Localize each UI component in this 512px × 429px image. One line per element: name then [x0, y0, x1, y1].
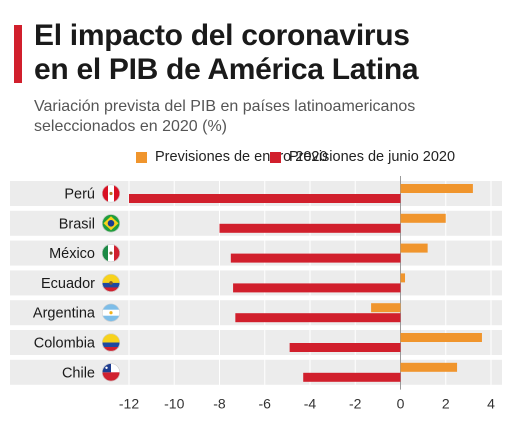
x-tick-label: 4 [487, 396, 495, 411]
x-tick-label: -6 [259, 396, 272, 411]
bar-january [400, 213, 446, 223]
bar-january [400, 362, 458, 372]
x-tick-label: -4 [304, 396, 317, 411]
bar-january [400, 184, 473, 193]
flag-brazil-icon-ring [102, 214, 121, 233]
flag-chile-icon-ring [102, 363, 121, 382]
flag-argentina-icon-ring [102, 303, 121, 322]
x-tick-label: 2 [442, 396, 450, 411]
bar-june [235, 313, 401, 323]
legend-label-june: Previsiones de junio 2020 [289, 149, 456, 165]
chart-title-line-2: en el PIB de América Latina [34, 53, 419, 86]
category-label: Ecuador [41, 276, 95, 292]
flag-ecuador-icon [102, 273, 120, 292]
legend-label-january: Previsiones de enero 2020 [155, 149, 328, 165]
x-tick-label: -8 [213, 396, 226, 411]
flag-mexico-icon-ring [102, 244, 121, 263]
bar-january [400, 273, 406, 283]
category-label: Chile [62, 365, 95, 381]
bar-january [400, 243, 428, 253]
bar-june [303, 372, 401, 382]
title-accent-bar [14, 25, 22, 83]
flag-argentina-icon [102, 303, 120, 322]
chart-plot: Perú Brasil México Ecuador Argentina Colombia… [10, 176, 502, 411]
x-tick-label: -2 [349, 396, 362, 411]
chart-title-line-1: El impacto del coronavirus [34, 19, 410, 52]
legend-swatch-january [136, 152, 147, 163]
bar-june [219, 223, 401, 233]
chart-subtitle-line-1: Variación prevista del PIB en países lat… [34, 98, 416, 115]
flag-mexico-icon [102, 244, 120, 263]
flag-chile-icon [102, 363, 120, 382]
flag-brazil-icon [102, 214, 120, 233]
bar-june [129, 194, 401, 203]
x-tick-label: 0 [397, 396, 405, 411]
bar-june [289, 343, 401, 352]
chart-subtitle: Variación prevista del PIB en países lat… [34, 97, 504, 137]
chart-title: El impacto del coronavirus en el PIB de … [34, 19, 504, 87]
category-label: México [49, 246, 95, 262]
flag-peru-icon [102, 184, 120, 203]
legend-swatch-june [270, 152, 281, 163]
category-label: Brasil [59, 216, 95, 232]
bar-june [230, 253, 401, 263]
chart-subtitle-line-2: seleccionados en 2020 (%) [34, 118, 228, 135]
category-label: Perú [64, 187, 95, 203]
x-tick-label: -10 [164, 396, 184, 411]
flag-ecuador-icon-ring [102, 273, 121, 292]
flag-colombia-icon-ring [102, 333, 121, 352]
bar-january [371, 303, 401, 313]
bar-june [233, 283, 401, 293]
x-tick-label: -12 [119, 396, 139, 411]
category-label: Argentina [33, 306, 96, 322]
flag-colombia-icon [102, 333, 120, 352]
flag-peru-icon-ring [102, 184, 121, 203]
category-label: Colombia [34, 336, 96, 352]
bar-january [400, 333, 482, 342]
